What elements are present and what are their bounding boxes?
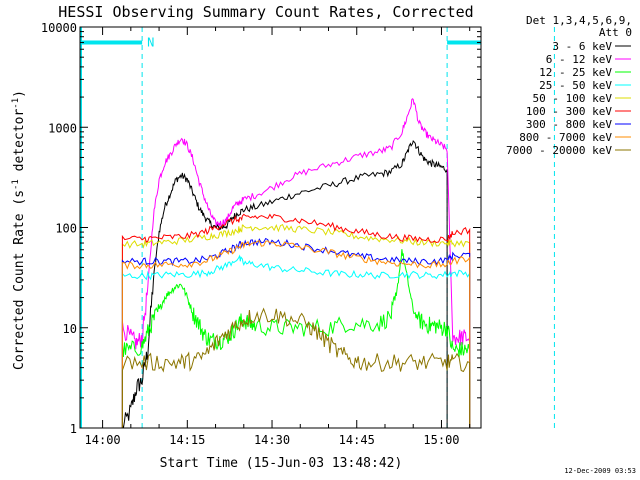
series-group	[121, 98, 471, 429]
series-line	[121, 307, 471, 428]
x-tick-label: 15:00	[423, 433, 459, 447]
legend-label: 3 - 6 keV	[552, 40, 612, 53]
x-axis-label: Start Time (15-Jun-03 13:48:42)	[160, 456, 403, 471]
chart-title: HESSI Observing Summary Count Rates, Cor…	[58, 3, 473, 21]
series-line	[121, 223, 471, 428]
tick-labels: 14:00 14:15 14:30 14:45 15:00 1 10 100 1000 10000	[41, 21, 460, 447]
series-line	[121, 254, 471, 428]
legend-label: 50 - 100 keV	[533, 92, 613, 105]
y-tick-label: 100	[55, 222, 77, 236]
legend-label: 300 - 800 keV	[526, 118, 612, 131]
x-tick-label: 14:45	[339, 433, 375, 447]
y-axis-label: Corrected Count Rate (s-1 detector-1)	[11, 90, 27, 370]
series-line	[121, 249, 471, 428]
legend-label: 7000 - 20000 keV	[506, 144, 612, 157]
timestamp: 12-Dec-2009 03:53	[564, 467, 636, 475]
y-tick-label: 10000	[41, 21, 77, 35]
series-line	[121, 237, 471, 428]
y-tick-label: 1000	[48, 121, 77, 135]
legend-label: 12 - 25 keV	[539, 66, 612, 79]
legend-label: 100 - 300 keV	[526, 105, 612, 118]
legend-header: Det 1,3,4,5,6,9,	[526, 14, 632, 27]
series-line	[121, 240, 471, 428]
series-line	[121, 213, 471, 428]
legend-header: Att 0	[599, 26, 632, 39]
axes	[79, 26, 482, 429]
x-tick-label: 14:15	[169, 433, 205, 447]
x-tick-label: 14:30	[254, 433, 290, 447]
legend-label: 6 - 12 keV	[546, 53, 613, 66]
legend-label: 25 - 50 keV	[539, 79, 612, 92]
y-tick-label: 1	[70, 422, 77, 436]
y-tick-label: 10	[63, 322, 77, 336]
saa-flag-label: N	[147, 36, 154, 50]
legend-label: 800 - 7000 keV	[519, 131, 612, 144]
series-line	[121, 98, 471, 428]
x-tick-label: 14:00	[85, 433, 121, 447]
